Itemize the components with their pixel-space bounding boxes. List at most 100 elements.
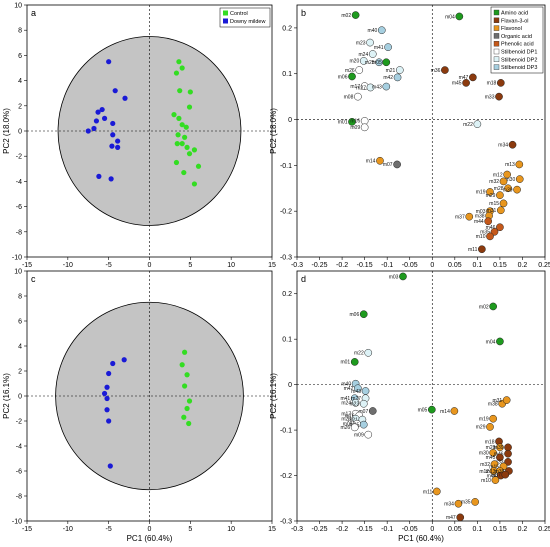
score-point-downy-mildew xyxy=(106,59,112,65)
score-point-downy-mildew xyxy=(110,132,116,138)
loading-point-label: m01 xyxy=(340,360,350,366)
x-tick-label: -15 xyxy=(22,526,32,533)
x-tick-label: -5 xyxy=(106,262,112,269)
y-tick-label: 0.2 xyxy=(282,291,292,298)
loading-point xyxy=(432,487,441,496)
loading-point-label: m41 xyxy=(374,45,384,51)
y-tick-label: 4 xyxy=(18,78,22,85)
legend-box xyxy=(219,7,271,28)
loading-point-label: m36 xyxy=(495,469,505,475)
loading-point xyxy=(489,414,497,423)
loading-point-label: m10 xyxy=(476,234,486,240)
loading-point xyxy=(486,423,494,431)
score-point-control xyxy=(195,163,202,169)
loading-point-label: m26 xyxy=(340,425,350,431)
loading-point xyxy=(441,66,449,74)
loading-point xyxy=(502,396,511,404)
y-tick-label: 6 xyxy=(18,319,22,326)
loading-point-label: m42 xyxy=(383,75,393,81)
y-tick-label: 0 xyxy=(288,117,292,124)
legend-swatch xyxy=(493,41,500,47)
panel-b-loadings-plot: -0.3 -0.25 -0.2 -0.15 -0.1 -0.05 0 0.05 0.1 0.15 0… xyxy=(269,4,550,279)
loading-point-label: m18 xyxy=(487,81,497,87)
y-axis-label: PC2 (16.1%) xyxy=(269,373,278,419)
y-tick-label: 0.1 xyxy=(282,71,292,78)
loading-point-label: m44 xyxy=(474,219,484,225)
loading-point xyxy=(399,272,407,281)
score-point-control xyxy=(176,59,182,65)
loading-point-label: m22 xyxy=(463,122,473,128)
score-point-downy-mildew xyxy=(115,144,121,150)
loading-point-label: m35 xyxy=(461,500,471,506)
score-point-control xyxy=(179,141,185,147)
y-tick-label: -0.2 xyxy=(280,209,292,216)
score-point-control xyxy=(186,151,193,157)
loading-point-label: m09 xyxy=(350,125,360,131)
x-tick-label: -5 xyxy=(106,526,112,533)
loading-point-label: m17 xyxy=(350,84,360,90)
loading-point xyxy=(496,443,504,452)
loading-point xyxy=(495,92,503,101)
loading-point xyxy=(491,476,500,484)
y-tick-label: -0.1 xyxy=(280,163,292,170)
x-tick-label: 0 xyxy=(148,526,152,533)
y-tick-label: -4 xyxy=(16,179,22,186)
loading-point-label: m22 xyxy=(354,351,364,357)
loading-point-label: m18 xyxy=(485,439,495,445)
legend-swatch xyxy=(223,18,228,24)
loading-point-label: m37 xyxy=(491,472,501,478)
loading-point-label: m33 xyxy=(485,94,495,100)
y-tick-label: -0.3 xyxy=(280,255,292,262)
score-point-downy-mildew xyxy=(109,143,115,149)
panel-letter: c xyxy=(31,274,36,284)
x-tick-label: 15 xyxy=(268,262,276,269)
loading-point xyxy=(484,217,493,226)
y-tick-label: -10 xyxy=(12,519,22,526)
x-tick-label: -0.3 xyxy=(291,526,303,533)
legend-entry: Stilbenoid DP1 xyxy=(501,50,537,56)
y-tick-label: 0.1 xyxy=(282,337,292,344)
score-point-downy-mildew xyxy=(108,176,114,182)
loading-point-label: m45 xyxy=(486,455,496,461)
score-point-downy-mildew xyxy=(121,357,127,363)
loading-point xyxy=(496,453,504,462)
score-point-downy-mildew xyxy=(104,384,110,390)
loading-point-label: m38 xyxy=(475,214,485,220)
loading-point-label: m40 xyxy=(368,28,378,34)
x-tick-label: -0.2 xyxy=(336,262,348,269)
loading-point xyxy=(393,73,402,82)
legend-entry: Stilbenoid DP2 xyxy=(501,57,537,63)
score-point-control xyxy=(179,122,185,128)
loading-point xyxy=(504,458,512,466)
x-tick-label: -15 xyxy=(22,262,32,269)
loading-point xyxy=(469,73,477,82)
x-tick-label: -10 xyxy=(63,526,73,533)
score-point-control xyxy=(179,362,185,368)
x-axis-label: PC1 (60.4%) xyxy=(398,534,444,543)
loading-point xyxy=(361,387,370,395)
y-tick-label: 2 xyxy=(18,103,22,110)
legend-swatch xyxy=(493,9,500,16)
loading-point xyxy=(368,407,377,415)
legend: Control Downy mildew xyxy=(219,7,271,28)
score-point-downy-mildew xyxy=(93,118,100,124)
score-point-control xyxy=(187,89,193,95)
loading-point xyxy=(350,358,359,366)
loading-point xyxy=(351,11,360,19)
score-point-downy-mildew xyxy=(106,418,112,424)
y-tick-label: 8 xyxy=(18,294,22,301)
x-tick-label: -10 xyxy=(63,262,73,269)
y-axis-label: PC2 (18.0%) xyxy=(2,108,11,154)
y-tick-label: -6 xyxy=(16,204,22,211)
loading-point-label: m01 xyxy=(338,120,348,126)
score-point-control xyxy=(182,134,188,140)
legend-entry: Organic acid xyxy=(501,34,532,40)
legend-swatch xyxy=(493,48,500,55)
x-tick-label: -0.15 xyxy=(357,526,373,533)
loading-point-label: m25 xyxy=(365,60,375,66)
legend-swatch xyxy=(493,64,500,70)
x-tick-label: 0.05 xyxy=(448,262,462,269)
legend-box xyxy=(490,6,544,74)
loading-point-label: m02 xyxy=(341,13,351,19)
